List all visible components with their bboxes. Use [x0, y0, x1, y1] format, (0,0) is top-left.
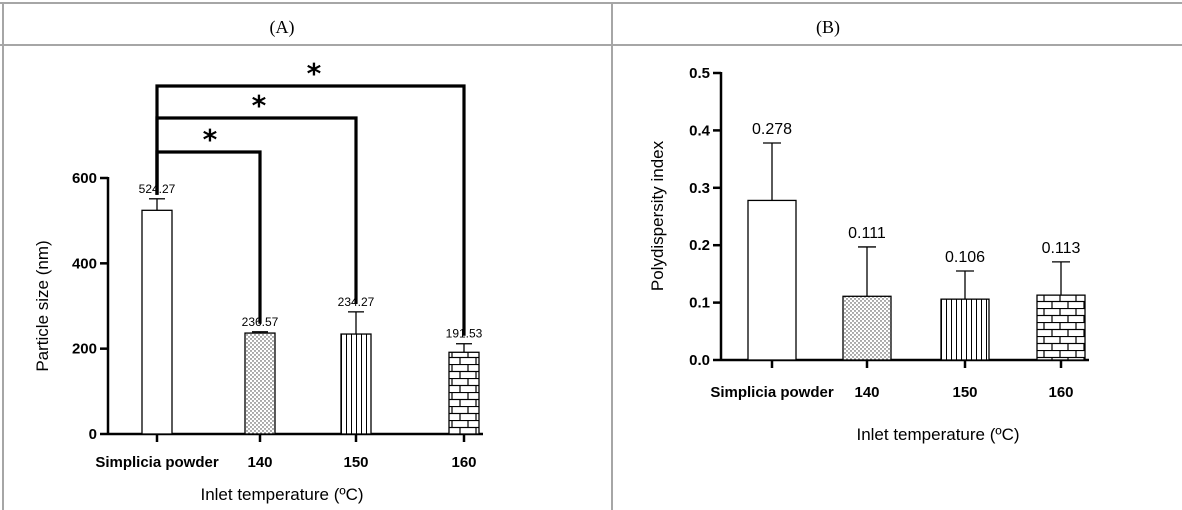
data-label: 0.278 [752, 121, 792, 138]
panel-a-title: (A) [270, 17, 295, 38]
significance-bracket [155, 116, 358, 304]
y-tick-label: 600 [72, 170, 97, 187]
bar [842, 295, 892, 361]
y-tick-label: 0.4 [689, 122, 711, 139]
x-tick-label: 150 [952, 384, 977, 401]
y-tick-label: 0.1 [689, 295, 710, 312]
y-axis-title: Polydispersity index [648, 140, 667, 291]
data-label: 0.106 [945, 249, 985, 266]
significance-star: * [307, 57, 322, 90]
significance-bracket [155, 84, 466, 336]
x-tick-label: 140 [247, 454, 272, 471]
bar [244, 332, 276, 435]
x-tick-label: Simplicia powder [95, 454, 219, 471]
bar [940, 298, 990, 361]
y-tick-label: 0.2 [689, 237, 710, 254]
significance-star: * [252, 89, 267, 122]
x-tick-label: 160 [1048, 384, 1073, 401]
chart-b: 0.0 0.1 0.2 0.3 0.4 0.5 0.278 Simplicia powder 0… [648, 65, 1089, 444]
panel-b-title: (B) [816, 17, 840, 38]
y-tick-label: 0.5 [689, 65, 710, 82]
data-label: 0.111 [848, 225, 886, 242]
bar [448, 351, 480, 435]
bar [1036, 294, 1086, 361]
bar [340, 333, 372, 435]
y-tick-label: 200 [72, 341, 97, 358]
x-tick-label: Simplicia powder [710, 384, 834, 401]
x-tick-label: 140 [854, 384, 879, 401]
y-tick-label: 400 [72, 255, 97, 272]
x-tick-label: 160 [451, 454, 476, 471]
x-axis-title: Inlet temperature (ºC) [856, 425, 1019, 444]
y-axis-title: Particle size (nm) [33, 240, 52, 371]
bar [141, 209, 173, 435]
y-tick-label: 0.0 [689, 352, 710, 369]
bar [747, 199, 797, 361]
x-axis-title: Inlet temperature (ºC) [200, 485, 363, 504]
x-tick-label: 150 [343, 454, 368, 471]
significance-star: * [203, 123, 218, 156]
y-tick-label: 0.3 [689, 180, 710, 197]
data-label: 0.113 [1042, 240, 1081, 257]
y-tick-label: 0 [89, 426, 97, 443]
